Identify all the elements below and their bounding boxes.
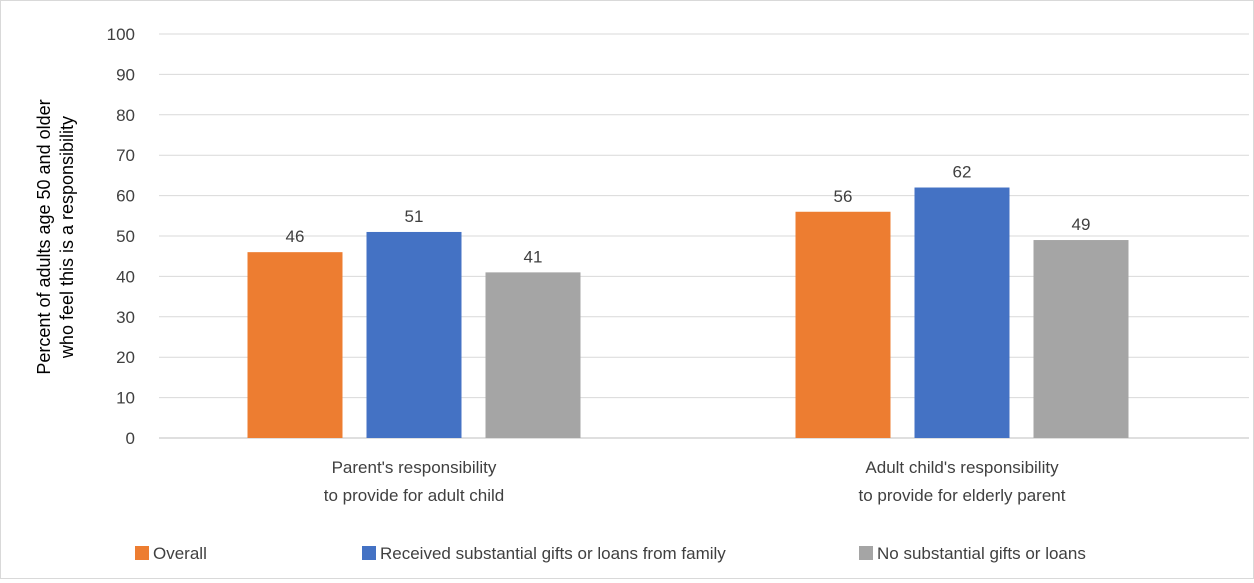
- bar: [914, 187, 1010, 438]
- y-tick-label: 20: [116, 348, 135, 367]
- legend-swatch: [859, 546, 873, 560]
- y-tick-label: 50: [116, 227, 135, 246]
- bars: [247, 187, 1129, 438]
- data-labels: 46 56 51 62 41 49: [286, 163, 1091, 267]
- y-tick-label: 40: [116, 267, 135, 286]
- y-tick-label: 90: [116, 65, 135, 84]
- y-axis-ticks: 0 10 20 30 40 50 60 70 80 90 100: [107, 25, 135, 448]
- category-label: to provide for adult child: [324, 486, 505, 505]
- y-tick-label: 30: [116, 308, 135, 327]
- legend-label: Received substantial gifts or loans from…: [380, 544, 726, 563]
- y-tick-label: 70: [116, 146, 135, 165]
- legend-swatch: [362, 546, 376, 560]
- y-tick-label: 100: [107, 25, 135, 44]
- data-label: 56: [834, 187, 853, 206]
- bar: [366, 231, 462, 438]
- bar: [247, 252, 343, 438]
- category-label: Parent's responsibility: [332, 458, 497, 477]
- y-axis-label: Percent of adults age 50 and older who fe…: [34, 99, 77, 374]
- legend: Overall Received substantial gifts or loa…: [135, 544, 1086, 563]
- legend-label: Overall: [153, 544, 207, 563]
- data-label: 49: [1072, 215, 1091, 234]
- data-label: 41: [524, 247, 543, 266]
- legend-label: No substantial gifts or loans: [877, 544, 1086, 563]
- y-axis-title: Percent of adults age 50 and older: [34, 99, 54, 374]
- y-axis-title: who feel this is a responsibility: [57, 116, 77, 359]
- data-label: 51: [405, 207, 424, 226]
- data-label: 62: [953, 163, 972, 182]
- y-tick-label: 0: [126, 429, 135, 448]
- y-tick-label: 60: [116, 187, 135, 206]
- bar: [485, 272, 581, 438]
- bar: [795, 211, 891, 438]
- y-tick-label: 80: [116, 106, 135, 125]
- category-label: to provide for elderly parent: [859, 486, 1066, 505]
- x-axis-categories: Parent's responsibility to provide for ad…: [324, 458, 1066, 505]
- category-label: Adult child's responsibility: [865, 458, 1059, 477]
- data-label: 46: [286, 227, 305, 246]
- legend-swatch: [135, 546, 149, 560]
- bar: [1033, 240, 1129, 438]
- y-tick-label: 10: [116, 389, 135, 408]
